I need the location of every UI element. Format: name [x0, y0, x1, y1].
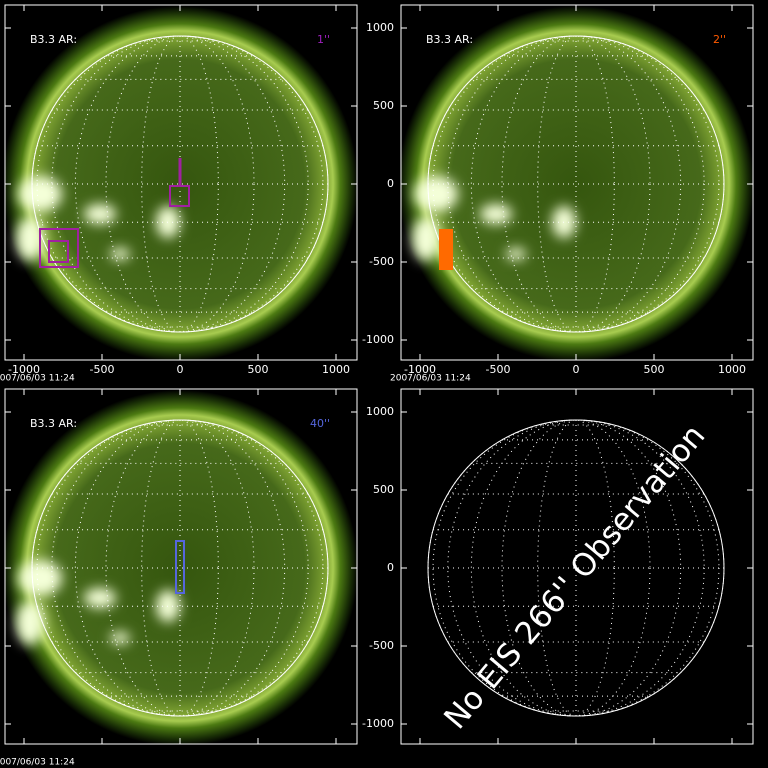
x-tick-label: 1000: [718, 363, 746, 376]
x-tick-label: -1000: [404, 363, 436, 376]
longitude-line: [470, 35, 682, 333]
x-tick-label: 0: [573, 363, 580, 376]
slit-box: [175, 540, 185, 594]
frame: [4, 4, 358, 361]
timestamp: 2007/06/03 11:24: [390, 374, 471, 384]
x-tick-label: -1000: [8, 363, 40, 376]
longitude-line: [447, 419, 705, 717]
slit-box: [48, 240, 69, 263]
x-tick-label: 1000: [322, 363, 350, 376]
active-region: [18, 560, 62, 596]
longitude-line: [51, 35, 309, 333]
slit-box: [439, 229, 453, 270]
frame: [400, 388, 754, 745]
active-region: [110, 632, 130, 644]
y-tick-label: 500: [373, 99, 394, 112]
plot: [401, 6, 753, 360]
slit-label: 40'': [310, 417, 330, 430]
active-region: [506, 248, 526, 260]
longitude-line: [51, 419, 309, 717]
limb: [427, 419, 725, 717]
y-tick-label: 500: [373, 483, 394, 496]
y-tick-label: -500: [369, 639, 394, 652]
panel: B3.3 AR: 40'' 2007/06/03 11:24: [0, 388, 358, 768]
longitude-line: [74, 419, 286, 717]
active-region: [414, 176, 458, 212]
timestamp: 2007/06/03 11:24: [0, 374, 75, 384]
longitude-line: [501, 35, 651, 333]
longitude-line: [74, 35, 286, 333]
limb: [31, 35, 329, 333]
longitude-line: [501, 419, 651, 717]
plot: [427, 419, 725, 717]
limb: [31, 419, 329, 717]
no-observation-message: No EIS 266'' Observation: [437, 418, 712, 736]
active-region: [16, 601, 44, 645]
active-region: [412, 217, 440, 261]
timestamp: 2007/06/03 11:24: [0, 758, 75, 768]
active-region: [18, 176, 62, 212]
corona: [5, 390, 357, 744]
x-tick-label: 500: [644, 363, 665, 376]
region-label: B3.3 AR:: [30, 33, 77, 46]
x-tick-label: -500: [90, 363, 115, 376]
panel: -1000 -500 0 500 1000 1000 500 0 -500 -1000 B3.3 A…: [362, 4, 754, 384]
active-region: [16, 217, 44, 261]
longitude-line: [470, 419, 682, 717]
panel: 1000 500 0 -500 -1000 No EIS 266'' Observatio…: [362, 388, 754, 745]
longitude-line: [141, 35, 219, 333]
slit-label: 1'': [317, 33, 330, 46]
x-tick-label: 0: [177, 363, 184, 376]
slit-box: [39, 228, 79, 268]
y-tick-label: -1000: [362, 333, 394, 346]
region-label: B3.3 AR:: [426, 33, 473, 46]
longitude-line: [105, 419, 255, 717]
slit-label: 2'': [713, 33, 726, 46]
longitude-line: [537, 419, 615, 717]
active-region: [84, 204, 116, 224]
active-region: [110, 248, 130, 260]
longitude-line: [105, 35, 255, 333]
longitude-line: [537, 35, 615, 333]
region-label: B3.3 AR:: [30, 417, 77, 430]
y-tick-label: -500: [369, 255, 394, 268]
plot: [5, 390, 357, 744]
limb: [427, 35, 725, 333]
y-tick-label: -1000: [362, 717, 394, 730]
frame: [400, 4, 754, 361]
plot: [5, 6, 357, 360]
corona: [401, 6, 753, 360]
frame: [4, 388, 358, 745]
y-tick-label: 0: [387, 561, 394, 574]
x-tick-label: 500: [248, 363, 269, 376]
x-tick-label: -500: [486, 363, 511, 376]
active-region: [84, 588, 116, 608]
y-tick-label: 1000: [366, 21, 394, 34]
y-tick-label: 0: [387, 177, 394, 190]
y-tick-label: 1000: [366, 405, 394, 418]
active-region: [480, 204, 512, 224]
longitude-line: [447, 35, 705, 333]
panel: -1000 -500 0 500 1000 B3.3 AR: 1'' 2007/06/03 1…: [0, 4, 358, 384]
longitude-line: [141, 419, 219, 717]
